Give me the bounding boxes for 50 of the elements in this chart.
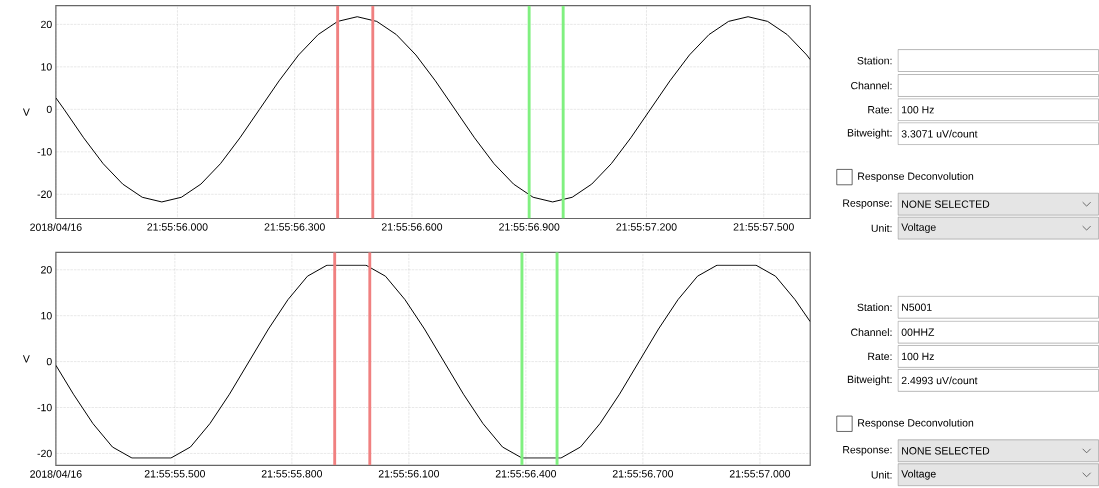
text: N5001	[902, 303, 932, 311]
text: Bitweight:	[847, 375, 892, 386]
x-tick-label: 21:55:56.700	[612, 470, 674, 478]
text: Bitweight:	[847, 128, 892, 139]
text: 100 Hz	[902, 352, 934, 361]
text: Response:	[843, 446, 892, 456]
x-tick-label: 21:55:55.500	[144, 470, 206, 478]
text: Unit:	[871, 470, 892, 479]
x-tick-label: 21:55:56.400	[495, 470, 557, 478]
text: 100 Hz	[902, 106, 934, 114]
x-tick-label: 2018/04/16	[30, 223, 82, 231]
text: Voltage	[901, 223, 936, 234]
text: Voltage	[901, 469, 936, 480]
x-tick-label: 21:55:55.800	[261, 470, 323, 478]
y-tick-label: -10	[37, 148, 52, 156]
x-tick-label: 2018/04/16	[30, 470, 82, 478]
text: Channel:	[851, 81, 892, 90]
x-tick-label: 21:55:57.000	[729, 470, 791, 478]
text: 00HHZ	[901, 328, 935, 336]
y-tick-label: 10	[41, 63, 52, 71]
x-tick-label: 21:55:56.300	[264, 223, 325, 231]
y-tick-label: 0	[46, 357, 52, 366]
text: NONE SELECTED	[902, 447, 990, 455]
x-tick-label: 21:55:56.000	[147, 223, 208, 231]
y-axis-title: V	[22, 108, 30, 116]
y-tick-label: -20	[37, 449, 52, 458]
text: Unit:	[871, 224, 892, 232]
text: 2.4993 uV/count	[901, 376, 978, 385]
x-tick-label: 21:55:57.500	[733, 223, 794, 231]
x-tick-label: 21:55:56.900	[499, 223, 560, 231]
y-tick-label: 0	[46, 105, 52, 114]
text: Response:	[843, 199, 892, 209]
x-tick-label: 21:55:57.200	[616, 223, 677, 231]
text: Rate:	[868, 106, 892, 114]
y-tick-label: 20	[41, 266, 52, 274]
text: 3.3071 uV/count	[901, 129, 978, 138]
x-tick-label: 21:55:56.600	[381, 223, 443, 231]
text: Channel:	[851, 328, 892, 337]
text: NONE SELECTED	[902, 200, 990, 208]
text: Station:	[857, 303, 892, 312]
y-tick-label: 20	[41, 20, 52, 29]
y-tick-label: -20	[37, 190, 52, 199]
text: Response Deconvolution	[858, 172, 974, 183]
text: Rate:	[868, 352, 892, 361]
y-tick-label: -10	[37, 403, 52, 412]
y-axis-title: V	[22, 355, 30, 363]
y-tick-label: 10	[41, 312, 52, 320]
text: Response Deconvolution	[858, 418, 974, 429]
x-tick-label: 21:55:56.100	[378, 470, 440, 478]
text: Station:	[857, 56, 892, 65]
